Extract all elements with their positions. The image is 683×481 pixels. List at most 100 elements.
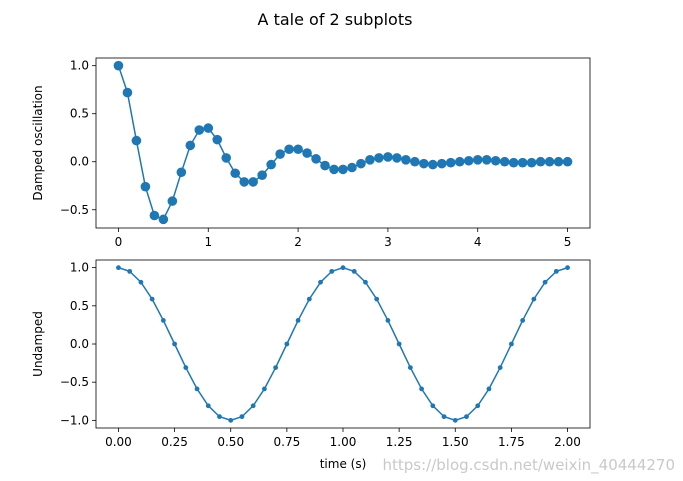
- data-point: [437, 158, 447, 169]
- x-tick-label: 2.00: [554, 435, 581, 449]
- x-tick-label: 1.75: [498, 435, 525, 449]
- data-point: [452, 417, 458, 423]
- data-point: [116, 265, 121, 271]
- data-point: [430, 403, 436, 409]
- y-tick-label: 0.0: [70, 155, 89, 169]
- data-point: [284, 341, 290, 347]
- data-point: [445, 157, 456, 168]
- y-tick-label: −0.5: [60, 203, 89, 217]
- subplot-damped: 0 1 2 3 4 5 1.0 0.5 0.0 −0.5 Damped oscillation: [31, 57, 591, 249]
- data-point: [338, 164, 348, 175]
- x-tick-label: 2: [294, 235, 302, 249]
- data-point: [363, 279, 368, 285]
- data-point: [374, 296, 380, 302]
- data-point: [565, 265, 570, 271]
- x-axis-label-time: time (s): [320, 457, 367, 471]
- data-point: [356, 158, 366, 169]
- data-point: [347, 162, 357, 173]
- x-tick-label: 1.00: [330, 435, 357, 449]
- data-point: [217, 414, 222, 420]
- subplot-undamped: 0.00 0.25 0.50 0.75 1.00 1.25 1.50 1.75 2.00 1.0 0…: [31, 259, 591, 449]
- data-point: [122, 87, 133, 98]
- y-tick-label: 0.5: [70, 107, 89, 121]
- data-point: [383, 152, 393, 162]
- data-point: [535, 156, 546, 167]
- x-tick-label: 1.50: [442, 435, 469, 449]
- data-point: [351, 268, 357, 274]
- data-point: [320, 160, 330, 171]
- data-point: [149, 296, 155, 302]
- data-point: [284, 144, 294, 155]
- x-tick-label: 0.25: [161, 435, 188, 449]
- data-point: [385, 318, 391, 323]
- data-point: [329, 268, 335, 274]
- y-tick-label: 1.0: [70, 261, 89, 275]
- data-point: [396, 341, 402, 347]
- data-point: [250, 403, 256, 409]
- data-point: [318, 279, 323, 285]
- data-point: [212, 134, 223, 145]
- data-point: [262, 386, 267, 392]
- data-point: [544, 156, 555, 167]
- data-point: [509, 341, 514, 347]
- data-point: [203, 123, 214, 133]
- data-point: [517, 157, 528, 168]
- data-point: [239, 414, 245, 420]
- data-point: [295, 318, 301, 323]
- data-point: [472, 155, 483, 165]
- data-point: [401, 155, 411, 165]
- data-point: [176, 167, 187, 178]
- data-point: [531, 296, 537, 302]
- watermark: https://blog.csdn.net/weixin_40444270: [382, 456, 675, 475]
- data-point: [374, 153, 384, 163]
- data-point: [392, 153, 402, 163]
- y-axis-label: Damped oscillation: [31, 85, 45, 200]
- y-tick-label: −0.5: [60, 375, 89, 389]
- x-tick-label: 1: [204, 235, 212, 249]
- data-point: [273, 365, 279, 370]
- data-point: [542, 279, 548, 285]
- data-point: [486, 386, 492, 392]
- x-tick-label: 4: [474, 235, 482, 249]
- data-point: [340, 265, 346, 271]
- data-point: [257, 170, 267, 180]
- data-point: [329, 164, 339, 175]
- data-point: [194, 125, 205, 135]
- data-point: [205, 403, 211, 409]
- data-point: [306, 296, 312, 302]
- data-point: [562, 156, 573, 167]
- data-point: [160, 318, 166, 323]
- x-tick-label: 0.50: [217, 435, 244, 449]
- data-point: [228, 417, 234, 423]
- data-point: [172, 341, 177, 347]
- data-point: [499, 156, 510, 167]
- x-tick-label: 3: [384, 235, 392, 249]
- data-point: [185, 140, 196, 151]
- data-point: [266, 159, 276, 170]
- data-point: [464, 414, 469, 420]
- data-point: [365, 155, 375, 165]
- data-point: [158, 214, 169, 225]
- y-tick-label: 0.0: [70, 337, 89, 351]
- data-point: [407, 365, 413, 370]
- data-point: [149, 210, 160, 221]
- data-point: [508, 157, 519, 168]
- data-point: [140, 181, 151, 192]
- y-tick-label: 0.5: [70, 299, 89, 313]
- data-point: [481, 155, 492, 165]
- data-point: [138, 279, 144, 285]
- data-point: [419, 386, 424, 392]
- x-tick-label: 1.25: [386, 435, 413, 449]
- x-tick-label: 0.00: [105, 435, 132, 449]
- data-point: [428, 159, 438, 170]
- data-point: [311, 154, 321, 164]
- data-point: [230, 168, 241, 179]
- axes-frame: [95, 259, 591, 429]
- data-point: [526, 157, 537, 168]
- data-point: [194, 386, 200, 392]
- data-point: [475, 403, 481, 409]
- data-point: [248, 177, 258, 187]
- data-point: [419, 158, 429, 169]
- x-tick-label: 0.75: [274, 435, 301, 449]
